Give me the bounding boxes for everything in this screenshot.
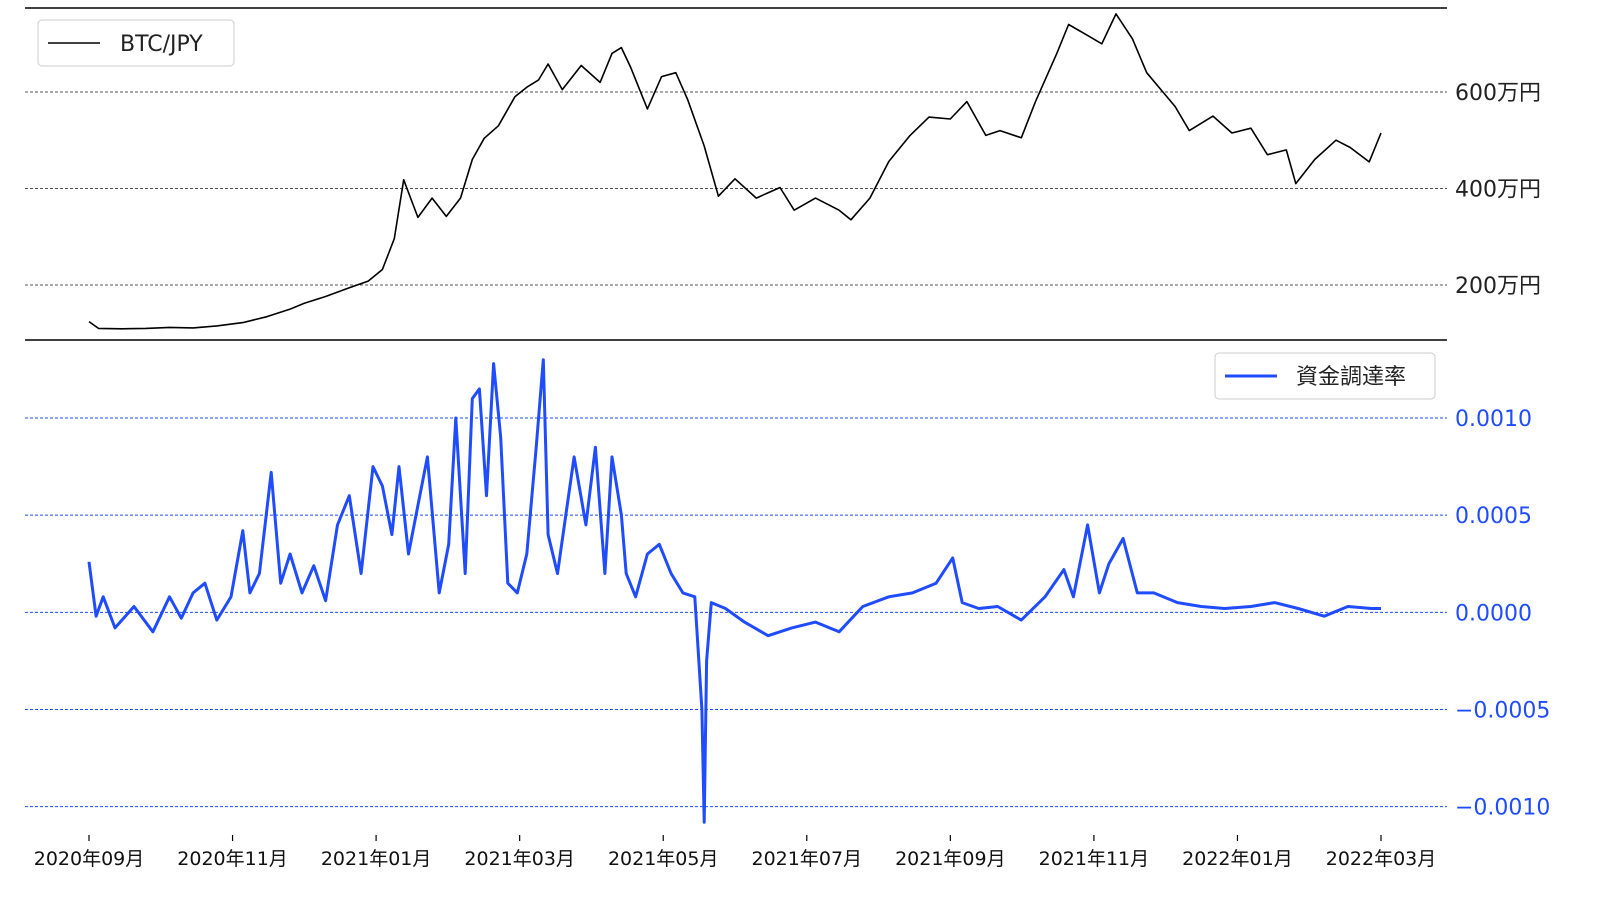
price-legend: BTC/JPY — [37, 19, 235, 67]
funding-rate-series-line — [87, 358, 1381, 824]
funding-y-tick-label: −0.0005 — [1455, 699, 1550, 724]
funding-y-tick-labels: 0.0010 0.0005 0.0000 −0.0005 −0.0010 — [1455, 407, 1550, 821]
funding-y-tick-label: 0.0010 — [1455, 407, 1532, 432]
x-tick-label: 2021年09月 — [895, 848, 1006, 870]
price-panel: 200万円 400万円 600万円 BTC/JPY — [25, 7, 1541, 341]
x-tick-label: 2022年01月 — [1182, 848, 1293, 870]
funding-legend-label: 資金調達率 — [1296, 365, 1406, 390]
price-y-tick-labels: 200万円 400万円 600万円 — [1455, 81, 1541, 299]
btc-jpy-series-line — [88, 13, 1382, 330]
x-tick-label: 2022年03月 — [1326, 848, 1437, 870]
price-gridlines — [25, 91, 1447, 286]
funding-y-tick-label: −0.0010 — [1455, 796, 1550, 821]
x-tick-label: 2021年05月 — [608, 848, 719, 870]
funding-legend-box — [1214, 352, 1436, 400]
funding-y-tick-label: 0.0005 — [1455, 504, 1532, 529]
funding-legend: 資金調達率 — [1214, 352, 1436, 400]
x-tick-label: 2020年11月 — [177, 848, 288, 870]
price-y-tick-label: 600万円 — [1455, 81, 1541, 106]
funding-y-tick-label: 0.0000 — [1455, 601, 1532, 626]
x-tick-label: 2020年09月 — [34, 848, 145, 870]
price-y-tick-label: 400万円 — [1455, 177, 1541, 202]
price-legend-box — [37, 19, 235, 67]
funding-rate-panel: 0.0010 0.0005 0.0000 −0.0005 −0.0010 資金調達率 2… — [25, 352, 1550, 870]
x-tick-label: 2021年11月 — [1039, 848, 1150, 870]
x-tick-label: 2021年03月 — [464, 848, 575, 870]
price-y-tick-label: 200万円 — [1455, 274, 1541, 299]
price-legend-label: BTC/JPY — [120, 32, 203, 57]
x-tick-label: 2021年07月 — [752, 848, 863, 870]
funding-gridlines — [25, 417, 1447, 808]
x-tick-label: 2021年01月 — [321, 848, 432, 870]
x-axis-ticks: 2020年09月 2020年11月 2021年01月 2021年03月 2021年05月… — [34, 835, 1437, 870]
